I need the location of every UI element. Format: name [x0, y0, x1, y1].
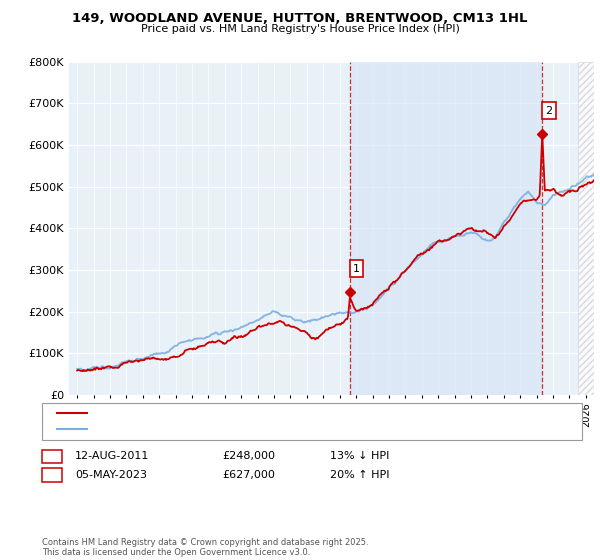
- Text: Contains HM Land Registry data © Crown copyright and database right 2025.
This d: Contains HM Land Registry data © Crown c…: [42, 538, 368, 557]
- Bar: [578, 62, 600, 395]
- Text: £248,000: £248,000: [222, 451, 275, 461]
- Text: HPI: Average price, semi-detached house, Brentwood: HPI: Average price, semi-detached house,…: [93, 425, 346, 434]
- Text: 2: 2: [49, 470, 55, 480]
- Bar: [350, 62, 542, 395]
- Text: 1: 1: [353, 264, 360, 274]
- Text: 12-AUG-2011: 12-AUG-2011: [75, 451, 149, 461]
- Text: Price paid vs. HM Land Registry's House Price Index (HPI): Price paid vs. HM Land Registry's House …: [140, 24, 460, 34]
- Text: 05-MAY-2023: 05-MAY-2023: [75, 470, 147, 480]
- Text: 149, WOODLAND AVENUE, HUTTON, BRENTWOOD, CM13 1HL (semi-detached house): 149, WOODLAND AVENUE, HUTTON, BRENTWOOD,…: [93, 409, 497, 418]
- Text: 2: 2: [545, 106, 553, 116]
- Text: 13% ↓ HPI: 13% ↓ HPI: [330, 451, 389, 461]
- Text: £627,000: £627,000: [222, 470, 275, 480]
- Text: 1: 1: [49, 451, 55, 461]
- Text: 149, WOODLAND AVENUE, HUTTON, BRENTWOOD, CM13 1HL: 149, WOODLAND AVENUE, HUTTON, BRENTWOOD,…: [72, 12, 528, 25]
- Text: 20% ↑ HPI: 20% ↑ HPI: [330, 470, 389, 480]
